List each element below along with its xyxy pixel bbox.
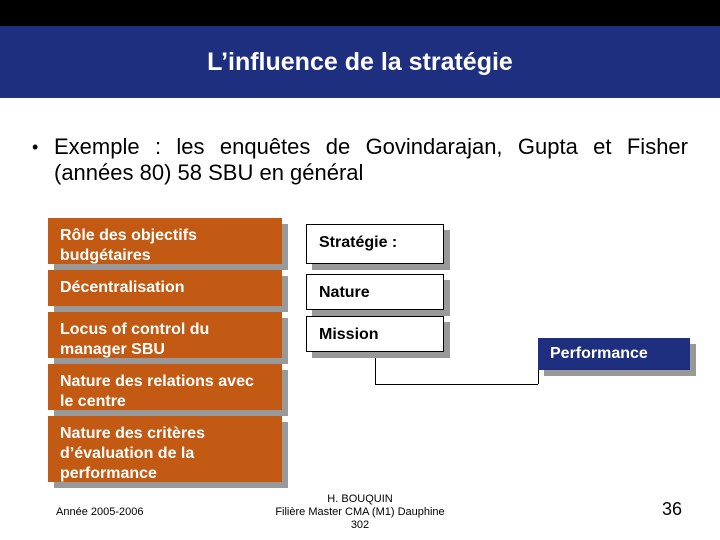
connector-h (375, 384, 538, 385)
title-band: L’influence de la stratégie (0, 26, 720, 98)
left-box-2: Locus of control du manager SBU (48, 312, 282, 358)
mid-box-1: Nature (306, 274, 444, 310)
left-box-2-label: Locus of control du manager SBU (60, 320, 270, 360)
top-strip (0, 0, 720, 26)
mid-box-0: Stratégie : (306, 224, 444, 264)
footer-center-line-0: H. BOUQUIN (327, 493, 392, 505)
footer-center: H. BOUQUIN Filière Master CMA (M1) Dauph… (0, 493, 720, 532)
footer-center-line-1: Filière Master CMA (M1) Dauphine (275, 506, 444, 518)
left-box-1-label: Décentralisation (60, 278, 270, 298)
right-box: Performance (538, 338, 690, 370)
footer: Année 2005-2006 H. BOUQUIN Filière Maste… (0, 492, 720, 532)
right-box-label: Performance (550, 344, 678, 364)
mid-box-2: Mission (306, 316, 444, 352)
footer-center-line-2: 302 (351, 519, 369, 531)
mid-box-2-label: Mission (319, 325, 431, 345)
left-box-0-label: Rôle des objectifs budgétaires (60, 226, 270, 266)
left-box-4: Nature des critères d’évaluation de la p… (48, 416, 282, 482)
slide: L’influence de la stratégie • Exemple : … (0, 0, 720, 540)
connector-v-left (375, 358, 376, 384)
page-number: 36 (662, 499, 682, 520)
mid-box-1-label: Nature (319, 283, 431, 303)
bullet-marker: • (32, 134, 54, 160)
left-box-4-label: Nature des critères d’évaluation de la p… (60, 424, 270, 484)
mid-box-0-label: Stratégie : (319, 233, 431, 253)
slide-title: L’influence de la stratégie (207, 48, 513, 77)
left-box-3: Nature des relations avec le centre (48, 364, 282, 410)
bullet-text: Exemple : les enquêtes de Govindarajan, … (54, 134, 688, 186)
bullet-item: • Exemple : les enquêtes de Govindarajan… (32, 134, 688, 186)
left-box-0: Rôle des objectifs budgétaires (48, 218, 282, 264)
left-box-3-label: Nature des relations avec le centre (60, 372, 270, 412)
left-box-1: Décentralisation (48, 270, 282, 306)
